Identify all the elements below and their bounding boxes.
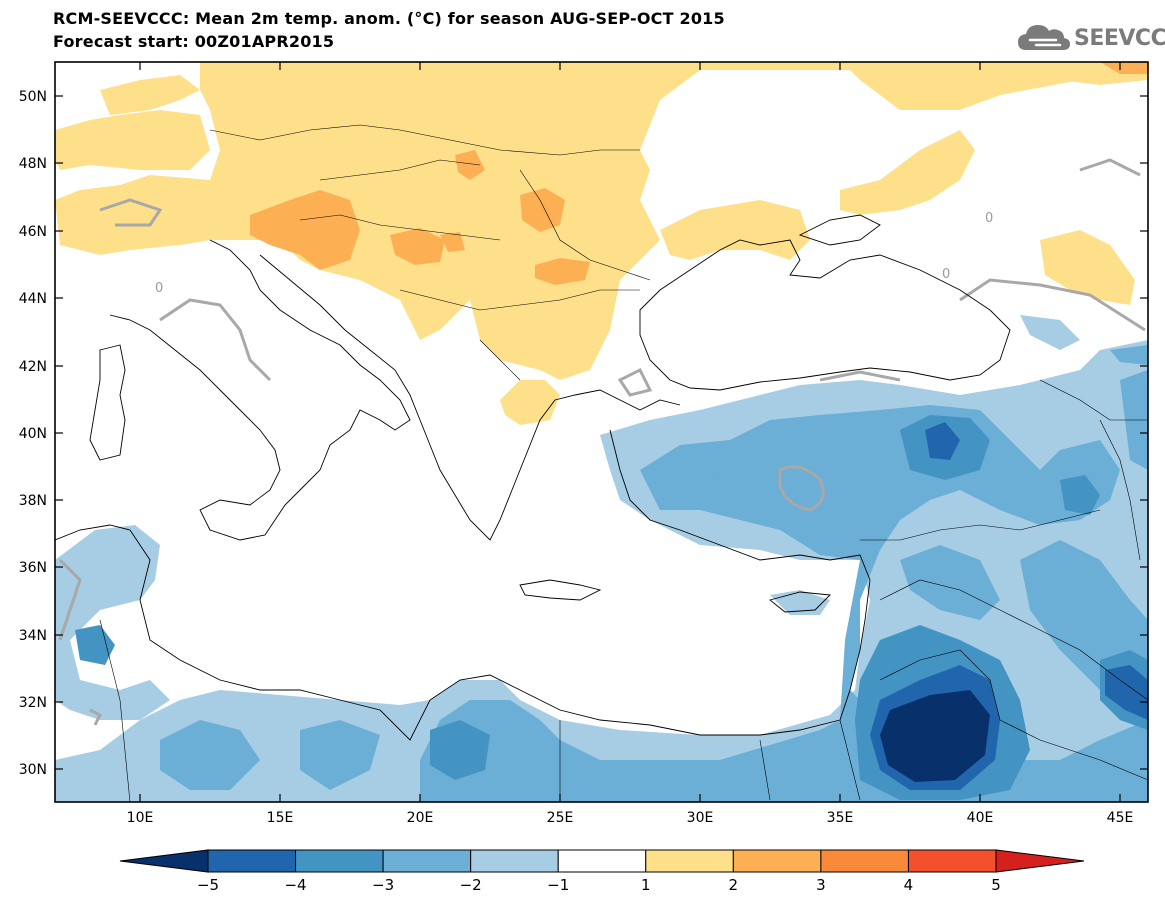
lat-tick-label: 40N	[19, 426, 47, 442]
cooler-anomaly-areas	[160, 345, 1148, 802]
lat-tick-label: 48N	[19, 156, 47, 172]
colorbar-segment	[207, 849, 297, 873]
warmer-anomaly-areas	[250, 62, 1148, 285]
contour-label: 0	[155, 281, 163, 296]
colorbar-label: −5	[197, 876, 219, 894]
colorbar-segment	[907, 849, 997, 873]
contour-label: 0	[942, 267, 950, 282]
colorbar-segment	[470, 849, 559, 873]
lat-tick-label: 30N	[19, 762, 47, 778]
colorbar-segment	[557, 849, 647, 873]
logo-text: SEEVCCC	[1074, 26, 1165, 51]
colorbar-segment	[382, 849, 472, 873]
colorbar-label: 5	[991, 876, 1001, 894]
coastlines	[55, 214, 1011, 741]
lat-tick-label: 32N	[19, 695, 47, 711]
colorbar-label: 1	[641, 876, 651, 894]
map-frame	[54, 61, 1149, 803]
colorbar-segment	[732, 849, 822, 873]
colorbar-label: 4	[904, 876, 914, 894]
map-title: RCM-SEEVCCC: Mean 2m temp. anom. (°C) fo…	[53, 9, 725, 28]
colorbar-label: −2	[460, 876, 482, 894]
lat-tick-label: 42N	[19, 359, 47, 375]
lon-tick-label: 25E	[547, 810, 574, 826]
contour-label: 0	[985, 211, 993, 226]
colorbar: −5 −4 −3 −2 −1 1 2 3 4 5	[119, 849, 1085, 894]
lat-tick-label: 46N	[19, 224, 47, 240]
colorbar-label: −1	[547, 876, 569, 894]
lon-tick-label: 10E	[127, 810, 154, 826]
lat-tick-label: 34N	[19, 628, 47, 644]
colorbar-low-extend	[119, 849, 209, 873]
colorbar-high-extend	[995, 849, 1085, 873]
lat-tick-label: 36N	[19, 560, 47, 576]
colorbar-segment	[645, 849, 734, 873]
seevccc-logo: SEEVCCC	[1016, 18, 1165, 58]
forecast-start-label: Forecast start: 00Z01APR2015	[53, 32, 335, 51]
colorbar-segment	[820, 849, 909, 873]
colorbar-label: 2	[729, 876, 739, 894]
country-borders	[99, 124, 1148, 802]
lon-tick-label: 40E	[967, 810, 994, 826]
lon-tick-label: 45E	[1107, 810, 1134, 826]
lon-tick-label: 15E	[267, 810, 294, 826]
colorbar-label: 3	[816, 876, 826, 894]
warm-anomaly-areas	[55, 62, 1148, 425]
longitude-axis: 10E 15E 20E 25E 30E 35E 40E 45E	[127, 62, 1134, 826]
lon-tick-label: 30E	[687, 810, 714, 826]
latitude-axis: 30N 32N 34N 36N 38N 40N 42N 44N 46N 48N 50N	[19, 89, 1148, 778]
colorbar-label: −3	[372, 876, 394, 894]
anomaly-field: 0 0 0	[55, 62, 1148, 802]
cloud-icon	[1018, 25, 1070, 50]
lon-tick-label: 35E	[827, 810, 854, 826]
zero-contour-lines	[58, 158, 1146, 726]
lat-tick-label: 44N	[19, 291, 47, 307]
lon-tick-label: 20E	[407, 810, 434, 826]
extreme-cold-anomaly-areas	[880, 690, 990, 782]
colorbar-segment	[295, 849, 384, 873]
colorbar-label: −4	[284, 876, 306, 894]
lat-tick-label: 38N	[19, 493, 47, 509]
lat-tick-label: 50N	[19, 89, 47, 105]
